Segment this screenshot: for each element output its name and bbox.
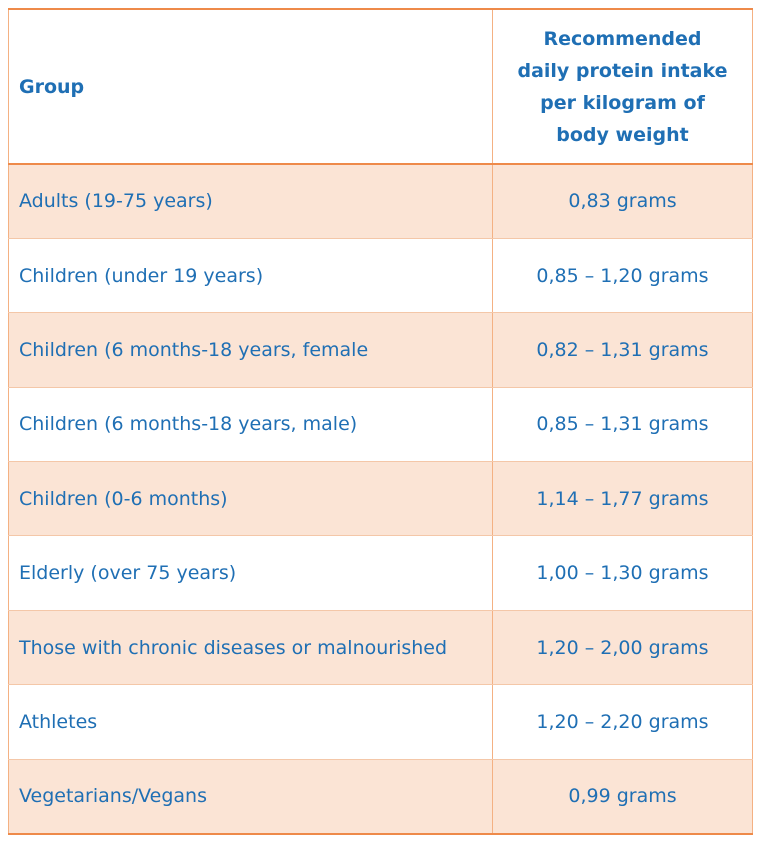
- protein-intake-table: Group Recommended daily protein intake p…: [8, 8, 753, 835]
- table-row: Children (6 months-18 years, male) 0,85 …: [8, 386, 753, 463]
- header-group: Group: [8, 8, 493, 165]
- intake-cell: 1,20 – 2,00 grams: [492, 609, 753, 686]
- table-row: Those with chronic diseases or malnouris…: [8, 609, 753, 686]
- group-cell: Children (6 months-18 years, female: [8, 312, 493, 388]
- group-cell: Children (0-6 months): [8, 461, 493, 537]
- table-row: Elderly (over 75 years) 1,00 – 1,30 gram…: [8, 535, 753, 611]
- table-row: Vegetarians/Vegans 0,99 grams: [8, 758, 753, 835]
- header-intake: Recommended daily protein intake per kil…: [492, 8, 753, 165]
- intake-cell: 1,00 – 1,30 grams: [492, 535, 753, 611]
- intake-cell: 0,83 grams: [492, 163, 753, 239]
- table-header-row: Group Recommended daily protein intake p…: [8, 8, 753, 165]
- group-cell: Elderly (over 75 years): [8, 535, 493, 611]
- table-row: Children (0-6 months) 1,14 – 1,77 grams: [8, 461, 753, 537]
- intake-cell: 0,85 – 1,20 grams: [492, 237, 753, 314]
- group-cell: Adults (19-75 years): [8, 163, 493, 239]
- intake-cell: 1,14 – 1,77 grams: [492, 461, 753, 537]
- table-row: Adults (19-75 years) 0,83 grams: [8, 163, 753, 239]
- intake-cell: 0,99 grams: [492, 758, 753, 835]
- group-cell: Children (6 months-18 years, male): [8, 386, 493, 463]
- group-cell: Those with chronic diseases or malnouris…: [8, 609, 493, 686]
- protein-intake-table-container: Group Recommended daily protein intake p…: [8, 8, 753, 835]
- intake-cell: 1,20 – 2,20 grams: [492, 684, 753, 760]
- intake-cell: 0,85 – 1,31 grams: [492, 386, 753, 463]
- group-cell: Vegetarians/Vegans: [8, 758, 493, 835]
- group-cell: Children (under 19 years): [8, 237, 493, 314]
- group-cell: Athletes: [8, 684, 493, 760]
- table-row: Children (under 19 years) 0,85 – 1,20 gr…: [8, 237, 753, 314]
- table-row: Athletes 1,20 – 2,20 grams: [8, 684, 753, 760]
- table-row: Children (6 months-18 years, female 0,82…: [8, 312, 753, 388]
- intake-cell: 0,82 – 1,31 grams: [492, 312, 753, 388]
